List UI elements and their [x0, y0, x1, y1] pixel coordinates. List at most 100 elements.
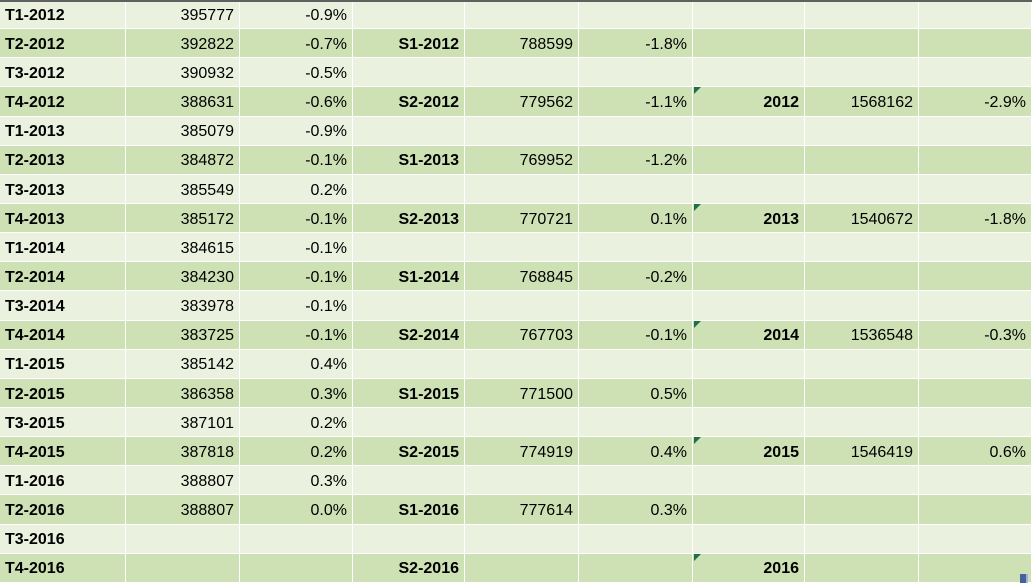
cell-quarter-value[interactable] [126, 524, 240, 554]
cell-quarter[interactable]: T1-2016 [0, 466, 126, 496]
cell-year[interactable] [693, 58, 805, 88]
cell-quarter[interactable]: T2-2016 [0, 495, 126, 525]
cell-semester[interactable] [353, 466, 465, 496]
cell-year-value[interactable] [805, 378, 919, 408]
cell-year-value[interactable] [805, 407, 919, 438]
cell-semester[interactable] [353, 349, 465, 379]
cell-year-pct[interactable]: 0.6% [919, 437, 1032, 467]
cell-year-pct[interactable] [919, 553, 1032, 583]
cell-quarter-value[interactable]: 387101 [126, 407, 240, 438]
cell-year-value[interactable] [805, 553, 919, 583]
cell-semester[interactable] [353, 233, 465, 263]
cell-year[interactable] [693, 233, 805, 263]
cell-year[interactable] [693, 495, 805, 525]
cell-quarter-pct[interactable]: -0.1% [240, 291, 353, 321]
cell-semester-pct[interactable] [579, 0, 693, 30]
cell-semester-pct[interactable] [579, 524, 693, 554]
cell-semester-pct[interactable] [579, 349, 693, 379]
cell-semester-value[interactable] [465, 349, 579, 379]
cell-year-pct[interactable] [919, 378, 1032, 408]
cell-year[interactable]: 2013 [693, 203, 805, 234]
cell-quarter[interactable]: T1-2015 [0, 349, 126, 379]
cell-semester-pct[interactable]: 0.5% [579, 378, 693, 408]
cell-quarter-value[interactable]: 383978 [126, 291, 240, 321]
cell-quarter-value[interactable]: 384230 [126, 262, 240, 292]
cell-semester-pct[interactable]: 0.3% [579, 495, 693, 525]
cell-year[interactable] [693, 407, 805, 438]
cell-quarter-value[interactable]: 388807 [126, 495, 240, 525]
cell-quarter-pct[interactable]: -0.6% [240, 87, 353, 117]
cell-year-value[interactable] [805, 524, 919, 554]
cell-semester[interactable] [353, 58, 465, 88]
cell-year[interactable]: 2014 [693, 320, 805, 350]
cell-quarter[interactable]: T2-2015 [0, 378, 126, 408]
cell-semester-value[interactable] [465, 407, 579, 438]
cell-year-value[interactable]: 1540672 [805, 203, 919, 234]
cell-quarter-pct[interactable] [240, 524, 353, 554]
cell-quarter-pct[interactable]: -0.1% [240, 145, 353, 175]
cell-quarter-pct[interactable]: -0.1% [240, 203, 353, 234]
cell-semester-pct[interactable]: -0.1% [579, 320, 693, 350]
cell-year-value[interactable] [805, 29, 919, 59]
cell-year[interactable]: 2015 [693, 437, 805, 467]
cell-semester[interactable]: S1-2014 [353, 262, 465, 292]
cell-semester-value[interactable]: 767703 [465, 320, 579, 350]
cell-year-value[interactable]: 1546419 [805, 437, 919, 467]
cell-quarter-pct[interactable]: -0.1% [240, 320, 353, 350]
cell-semester-pct[interactable] [579, 466, 693, 496]
cell-semester-value[interactable]: 771500 [465, 378, 579, 408]
cell-semester-value[interactable]: 769952 [465, 145, 579, 175]
cell-quarter-pct[interactable]: -0.1% [240, 262, 353, 292]
cell-semester-pct[interactable] [579, 553, 693, 583]
cell-semester-pct[interactable] [579, 58, 693, 88]
cell-quarter[interactable]: T4-2012 [0, 87, 126, 117]
cell-quarter-value[interactable]: 385079 [126, 116, 240, 146]
cell-year-pct[interactable] [919, 116, 1032, 146]
cell-semester[interactable]: S2-2014 [353, 320, 465, 350]
cell-quarter-value[interactable] [126, 553, 240, 583]
cell-quarter[interactable]: T4-2016 [0, 553, 126, 583]
cell-quarter-pct[interactable]: -0.5% [240, 58, 353, 88]
cell-quarter[interactable]: T4-2014 [0, 320, 126, 350]
cell-quarter[interactable]: T2-2014 [0, 262, 126, 292]
cell-quarter[interactable]: T3-2014 [0, 291, 126, 321]
cell-year-value[interactable] [805, 262, 919, 292]
cell-semester-value[interactable] [465, 553, 579, 583]
cell-quarter-value[interactable]: 388807 [126, 466, 240, 496]
cell-quarter-value[interactable]: 384872 [126, 145, 240, 175]
cell-year-pct[interactable] [919, 58, 1032, 88]
cell-quarter-value[interactable]: 386358 [126, 378, 240, 408]
cell-year-pct[interactable] [919, 466, 1032, 496]
cell-year-pct[interactable]: -1.8% [919, 203, 1032, 234]
cell-semester[interactable]: S1-2012 [353, 29, 465, 59]
cell-year-value[interactable] [805, 291, 919, 321]
cell-year[interactable] [693, 378, 805, 408]
cell-year-value[interactable] [805, 116, 919, 146]
cell-quarter-pct[interactable]: -0.9% [240, 116, 353, 146]
cell-quarter-value[interactable]: 392822 [126, 29, 240, 59]
cell-quarter-value[interactable]: 387818 [126, 437, 240, 467]
cell-year-value[interactable] [805, 58, 919, 88]
cell-year[interactable] [693, 174, 805, 204]
cell-quarter-pct[interactable] [240, 553, 353, 583]
cell-year[interactable] [693, 349, 805, 379]
cell-semester-pct[interactable]: 0.4% [579, 437, 693, 467]
cell-year-value[interactable] [805, 466, 919, 496]
cell-quarter[interactable]: T3-2015 [0, 407, 126, 438]
cell-semester[interactable] [353, 116, 465, 146]
cell-year-pct[interactable] [919, 29, 1032, 59]
cell-semester-pct[interactable]: 0.1% [579, 203, 693, 234]
cell-quarter-value[interactable]: 388631 [126, 87, 240, 117]
cell-quarter[interactable]: T3-2016 [0, 524, 126, 554]
cell-semester[interactable] [353, 0, 465, 30]
cell-year[interactable] [693, 524, 805, 554]
cell-semester-pct[interactable] [579, 407, 693, 438]
cell-semester[interactable] [353, 524, 465, 554]
cell-quarter-value[interactable]: 385549 [126, 174, 240, 204]
cell-semester[interactable]: S2-2013 [353, 203, 465, 234]
cell-quarter-value[interactable]: 383725 [126, 320, 240, 350]
cell-year-pct[interactable]: -2.9% [919, 87, 1032, 117]
cell-year[interactable]: 2016 [693, 553, 805, 583]
cell-year-value[interactable]: 1568162 [805, 87, 919, 117]
cell-semester[interactable]: S2-2016 [353, 553, 465, 583]
